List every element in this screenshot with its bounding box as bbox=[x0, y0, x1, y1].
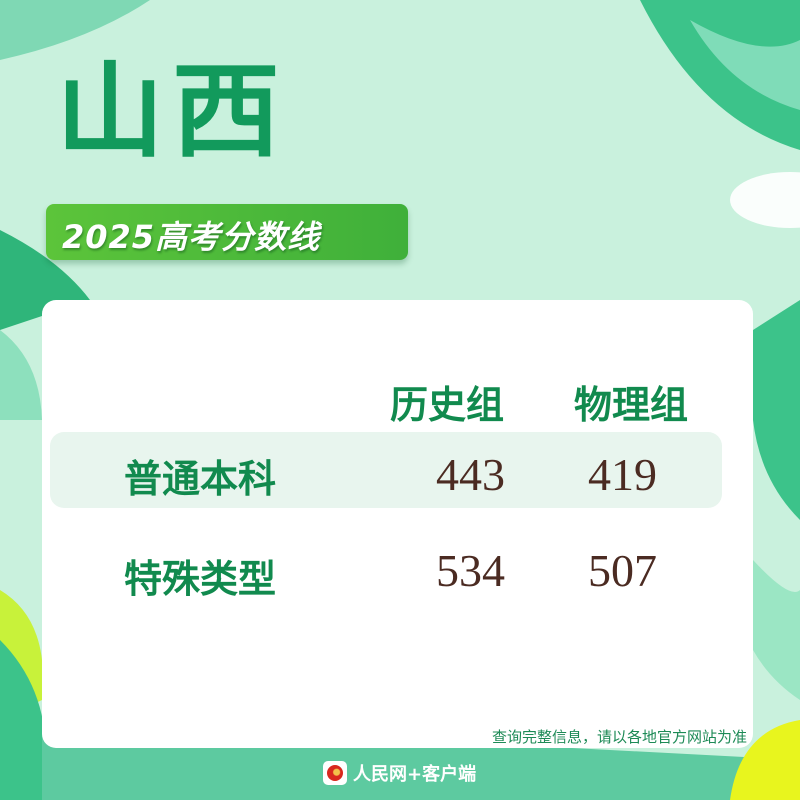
disclaimer-note: 查询完整信息，请以各地官方网站为准 bbox=[491, 728, 747, 746]
page-title: 山西 bbox=[56, 53, 289, 172]
score-special-physics: 507 bbox=[588, 545, 657, 596]
score-special-history: 534 bbox=[436, 545, 505, 596]
footer-brand: 人民网+客户端 bbox=[323, 760, 476, 786]
column-header-physics: 物理组 bbox=[574, 383, 689, 427]
highlight-row-bg bbox=[50, 432, 722, 508]
score-regular-physics: 419 bbox=[588, 449, 657, 500]
row-label-special: 特殊类型 bbox=[124, 557, 277, 601]
subtitle-badge: 2025高考分数线 bbox=[46, 204, 408, 260]
footer-brand-text: 人民网+客户端 bbox=[353, 764, 477, 785]
column-header-history: 历史组 bbox=[390, 383, 505, 427]
people-daily-logo-icon bbox=[323, 761, 347, 785]
row-label-regular: 普通本科 bbox=[124, 457, 277, 501]
score-card: 历史组 物理组 普通本科 443 419 特殊类型 534 507 查询完整信息… bbox=[42, 300, 753, 748]
score-regular-history: 443 bbox=[436, 449, 505, 500]
subtitle: 2025高考分数线 bbox=[62, 218, 321, 256]
